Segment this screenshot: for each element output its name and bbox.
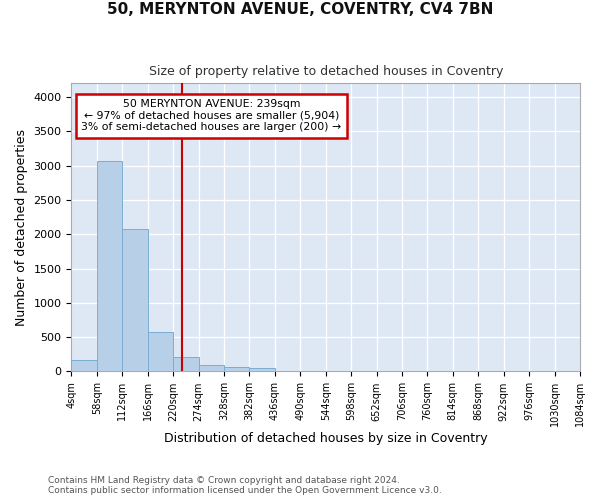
Bar — [97, 161, 122, 372]
Bar — [224, 368, 250, 372]
Text: 50 MERYNTON AVENUE: 239sqm
← 97% of detached houses are smaller (5,904)
3% of se: 50 MERYNTON AVENUE: 239sqm ← 97% of deta… — [81, 99, 341, 132]
Text: 50, MERYNTON AVENUE, COVENTRY, CV4 7BN: 50, MERYNTON AVENUE, COVENTRY, CV4 7BN — [107, 2, 493, 18]
Bar — [173, 357, 199, 372]
Y-axis label: Number of detached properties: Number of detached properties — [15, 129, 28, 326]
X-axis label: Distribution of detached houses by size in Coventry: Distribution of detached houses by size … — [164, 432, 488, 445]
Text: Contains HM Land Registry data © Crown copyright and database right 2024.
Contai: Contains HM Land Registry data © Crown c… — [48, 476, 442, 495]
Bar — [199, 366, 224, 372]
Bar — [250, 368, 275, 372]
Title: Size of property relative to detached houses in Coventry: Size of property relative to detached ho… — [149, 65, 503, 78]
Bar — [122, 230, 148, 372]
Bar — [71, 360, 97, 372]
Bar — [148, 332, 173, 372]
